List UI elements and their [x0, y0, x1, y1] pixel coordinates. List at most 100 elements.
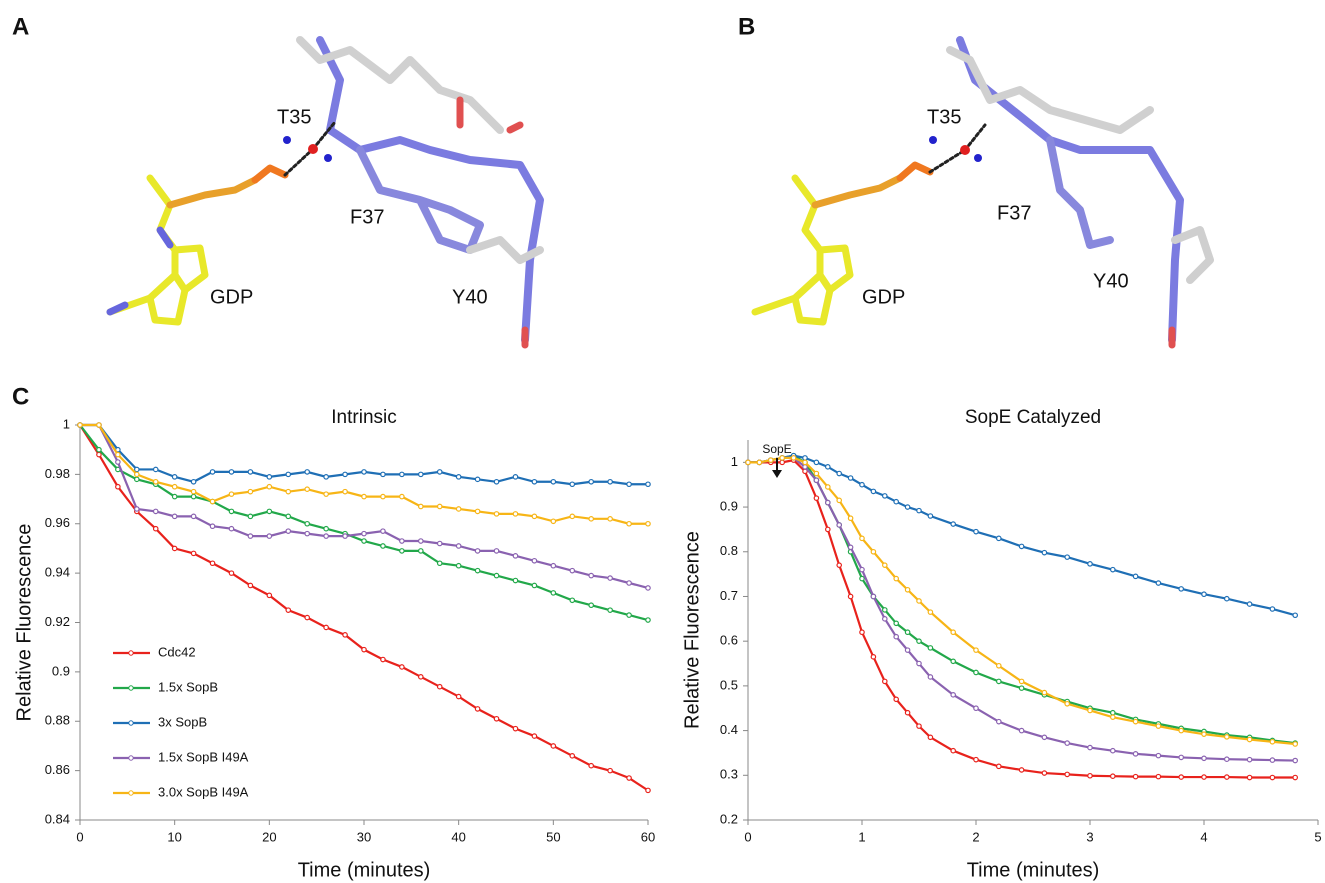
data-point: [116, 485, 120, 489]
data-point: [791, 456, 795, 460]
data-point: [757, 460, 761, 464]
data-point: [1225, 735, 1229, 739]
x-tick-label: 3: [1086, 829, 1093, 844]
data-point: [324, 492, 328, 496]
data-point: [589, 517, 593, 521]
y-tick-label: 1: [731, 454, 738, 469]
data-point: [154, 509, 158, 513]
data-point: [513, 475, 517, 479]
data-point: [362, 470, 366, 474]
data-point: [551, 564, 555, 568]
data-point: [814, 496, 818, 500]
data-point: [894, 635, 898, 639]
data-point: [951, 659, 955, 663]
data-point: [551, 480, 555, 484]
data-point: [627, 522, 631, 526]
data-point: [475, 707, 479, 711]
data-point: [532, 583, 536, 587]
structure-b: [755, 40, 1210, 345]
ligand-label: GDP: [210, 286, 253, 308]
data-point: [210, 524, 214, 528]
data-point: [172, 546, 176, 550]
data-point: [1202, 592, 1206, 596]
data-point: [1088, 708, 1092, 712]
data-point: [837, 563, 841, 567]
chart-title: SopE Catalyzed: [965, 407, 1101, 428]
data-point: [1111, 749, 1115, 753]
data-point: [305, 531, 309, 535]
data-point: [532, 734, 536, 738]
data-point: [1156, 581, 1160, 585]
data-point: [951, 693, 955, 697]
data-point: [1111, 715, 1115, 719]
data-point: [1042, 735, 1046, 739]
data-point: [1019, 768, 1023, 772]
data-point: [871, 550, 875, 554]
data-point: [1293, 613, 1297, 617]
data-point: [248, 470, 252, 474]
data-point: [826, 500, 830, 504]
data-point: [1019, 679, 1023, 683]
data-point: [928, 646, 932, 650]
data-point: [1225, 775, 1229, 779]
data-point: [826, 485, 830, 489]
data-point: [438, 684, 442, 688]
y-tick-label: 0.2: [720, 811, 738, 826]
data-point: [362, 647, 366, 651]
panel-label: A: [12, 13, 29, 40]
legend-label: 3x SopB: [158, 714, 207, 729]
data-point: [1179, 755, 1183, 759]
data-point: [419, 675, 423, 679]
data-point: [905, 630, 909, 634]
data-point: [871, 489, 875, 493]
annotation: SopE: [762, 442, 791, 456]
data-point: [905, 711, 909, 715]
data-point: [646, 482, 650, 486]
y-tick-label: 1: [63, 416, 70, 431]
data-point: [883, 608, 887, 612]
data-point: [513, 512, 517, 516]
x-tick-label: 30: [357, 829, 371, 844]
data-point: [419, 472, 423, 476]
data-point: [608, 768, 612, 772]
data-point: [400, 665, 404, 669]
data-point: [997, 664, 1001, 668]
data-point: [78, 423, 82, 427]
data-point: [1247, 775, 1251, 779]
residue-label: Y40: [452, 286, 488, 308]
data-point: [570, 514, 574, 518]
data-point: [135, 507, 139, 511]
data-point: [814, 460, 818, 464]
data-point: [475, 549, 479, 553]
y-tick-label: 0.7: [720, 588, 738, 603]
series-line: [80, 425, 648, 620]
data-point: [438, 561, 442, 565]
data-point: [154, 526, 158, 530]
data-point: [905, 505, 909, 509]
data-point: [589, 603, 593, 607]
data-point: [1270, 758, 1274, 762]
data-point: [608, 576, 612, 580]
data-point: [570, 482, 574, 486]
data-point: [286, 608, 290, 612]
data-point: [1065, 702, 1069, 706]
data-point: [172, 514, 176, 518]
data-point: [570, 568, 574, 572]
data-point: [419, 539, 423, 543]
data-point: [135, 467, 139, 471]
data-point: [1019, 728, 1023, 732]
data-point: [1247, 737, 1251, 741]
x-axis-label: Time (minutes): [967, 859, 1100, 881]
y-tick-label: 0.3: [720, 767, 738, 782]
data-point: [400, 549, 404, 553]
x-tick-label: 50: [546, 829, 560, 844]
data-point: [974, 529, 978, 533]
data-point: [475, 568, 479, 572]
data-point: [456, 475, 460, 479]
data-point: [826, 527, 830, 531]
data-point: [646, 586, 650, 590]
data-point: [627, 581, 631, 585]
x-tick-label: 5: [1314, 829, 1321, 844]
data-point: [1088, 562, 1092, 566]
data-point: [860, 630, 864, 634]
